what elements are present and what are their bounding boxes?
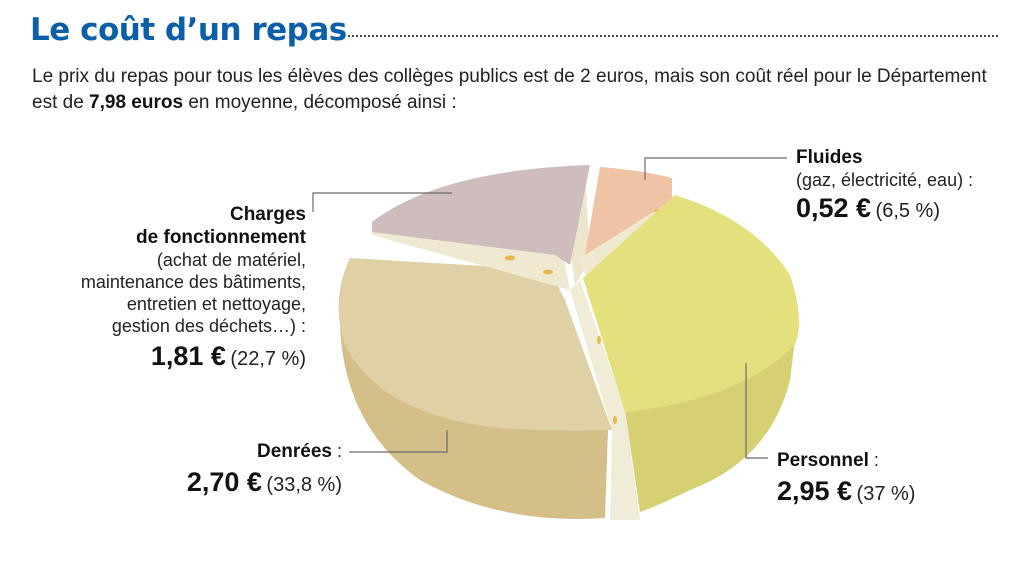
denrees-title: Denrées [256, 441, 332, 462]
charges-desc-3: entretien et nettoyage, [126, 294, 306, 314]
charges-desc-4: gestion des déchets…) : [111, 316, 306, 336]
charges-title-1: Charges [229, 204, 306, 225]
charges-desc-2: maintenance des bâtiments, [80, 272, 306, 292]
label-personnel: Personnel : 2,95 € (37 %) [777, 449, 1017, 507]
intro-text: Le prix du repas pour tous les élèves de… [32, 64, 1012, 116]
label-fluides: Fluides (gaz, électricité, eau) : 0,52 €… [796, 146, 1026, 224]
slice-charges [372, 165, 590, 265]
charges-desc-1: (achat de matériel, [156, 250, 306, 270]
personnel-value: 2,95 € [777, 476, 853, 506]
fluides-desc: (gaz, électricité, eau) : [796, 170, 974, 190]
slice-personnel [583, 195, 799, 512]
leader-personnel [745, 363, 768, 459]
intro-total: 7,98 euros [89, 92, 184, 113]
slice-fluides [585, 167, 672, 255]
personnel-colon: : [868, 450, 879, 470]
label-denrees: Denrées : 2,70 € (33,8 %) [80, 440, 342, 498]
charges-pct: (22,7 %) [230, 348, 306, 370]
denrees-colon: : [331, 441, 342, 461]
leader-charges [312, 192, 452, 212]
personnel-pct: (37 %) [856, 483, 916, 505]
charges-value: 1,81 € [150, 341, 226, 371]
title-dotted-rule [348, 35, 998, 37]
charges-title-2: de fonctionnement [136, 227, 306, 248]
label-charges: Charges de fonctionnement (achat de maté… [20, 203, 306, 372]
fluides-value: 0,52 € [796, 193, 872, 223]
leader-fluides [644, 157, 787, 180]
page-title: Le coût d’un repas [30, 12, 347, 48]
denrees-value: 2,70 € [186, 467, 262, 497]
fluides-pct: (6,5 %) [875, 200, 940, 222]
leader-denrees [349, 430, 448, 453]
intro-part2: en moyenne, décomposé ainsi : [183, 92, 457, 113]
slice-denrees [338, 258, 612, 519]
personnel-title: Personnel [777, 450, 869, 471]
fluides-title: Fluides [796, 147, 863, 168]
leader-lines [312, 157, 787, 459]
denrees-pct: (33,8 %) [266, 474, 342, 496]
intro-part1: Le prix du repas pour tous les élèves de… [32, 66, 987, 113]
